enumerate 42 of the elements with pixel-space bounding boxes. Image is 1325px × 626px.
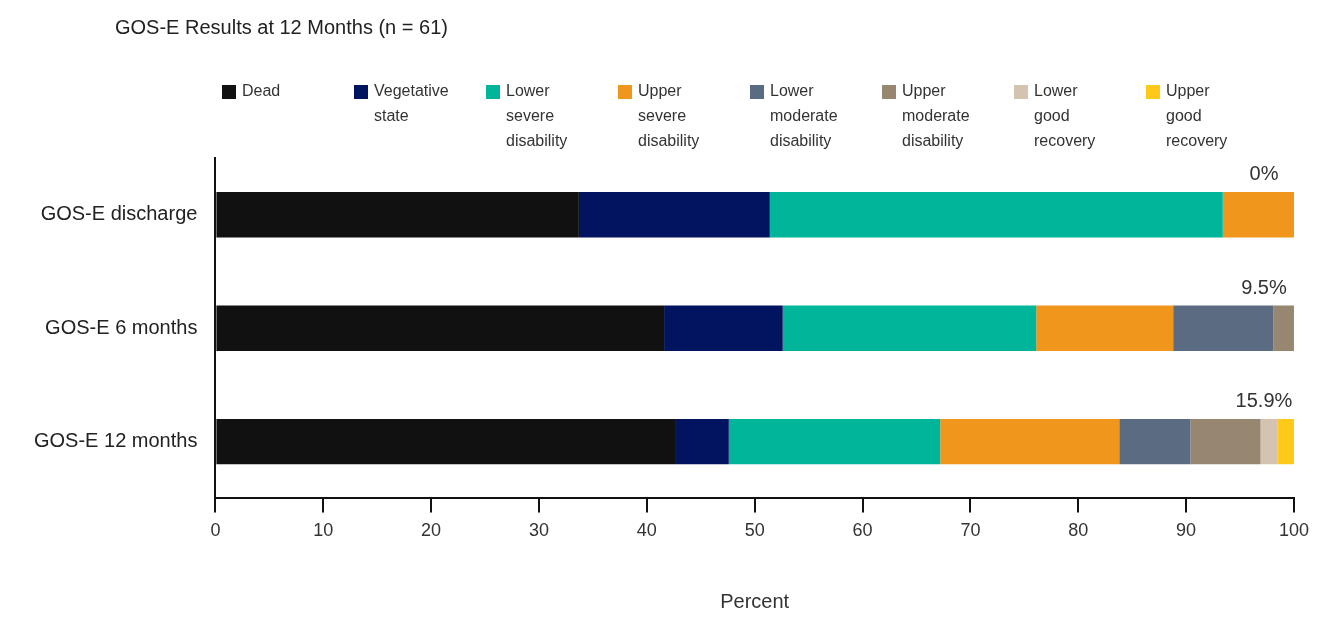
legend-label: Upper good recovery xyxy=(1166,81,1229,151)
legend-label: Lower good recovery xyxy=(1034,81,1097,151)
annotation: 0% xyxy=(1249,162,1279,185)
x-axis-title: Percent xyxy=(720,589,790,612)
bar xyxy=(1036,305,1174,351)
legend-label: Dead xyxy=(242,81,282,101)
legend-label: Upper severe disability xyxy=(638,81,701,151)
bar xyxy=(664,305,783,351)
bar xyxy=(1273,305,1294,351)
x-tick-label: 80 xyxy=(1068,520,1089,541)
bar xyxy=(782,305,1037,351)
x-tick-label: 50 xyxy=(744,520,765,541)
bar xyxy=(769,192,1223,238)
x-tick-label: 10 xyxy=(313,520,334,541)
annotation: 15.9% xyxy=(1235,389,1293,412)
bar xyxy=(1173,305,1274,351)
legend-label: Upper moderate disability xyxy=(902,81,971,151)
x-tick-label: 70 xyxy=(960,520,981,541)
y-tick-label: GOS-E 6 months xyxy=(45,315,198,338)
y-tick-label: GOS-E 12 months xyxy=(33,429,198,452)
bar xyxy=(1190,418,1261,465)
x-tick-label: 20 xyxy=(421,520,442,541)
x-tick-label: 90 xyxy=(1176,520,1197,541)
legend-label: Vegetative state xyxy=(374,81,450,126)
x-tick-label: 0 xyxy=(210,520,221,541)
x-tick-label: 40 xyxy=(636,520,657,541)
bar xyxy=(1277,418,1294,465)
bar xyxy=(675,418,729,465)
x-tick-label: 30 xyxy=(528,520,549,541)
bar xyxy=(1222,192,1294,238)
annotation: 9.5% xyxy=(1241,275,1287,298)
x-tick-label: 60 xyxy=(852,520,873,541)
bar xyxy=(578,192,770,238)
bar xyxy=(1119,418,1191,465)
chart-title: GOS-E Results at 12 Months (n = 61) xyxy=(115,16,448,39)
bar xyxy=(1260,418,1278,465)
legend-label: Lower moderate disability xyxy=(770,81,839,151)
y-tick-label: GOS-E discharge xyxy=(40,202,198,225)
x-tick-label: 100 xyxy=(1278,520,1310,541)
legend-label: Lower severe disability xyxy=(506,81,569,151)
bar xyxy=(728,418,941,465)
bar xyxy=(940,418,1120,465)
